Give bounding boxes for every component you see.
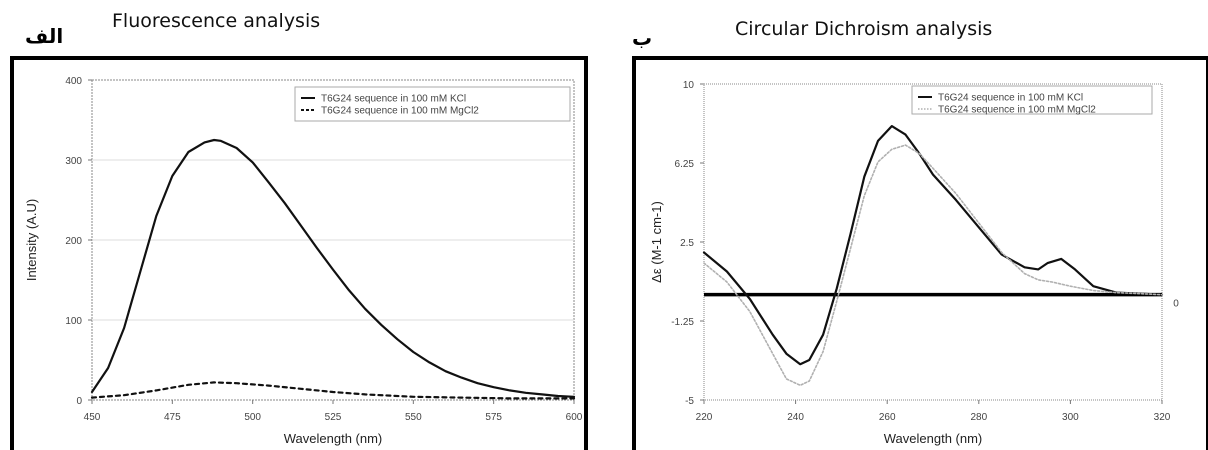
y-tick-label: 2.5: [680, 238, 694, 249]
x-tick-label: 475: [164, 412, 181, 423]
legend-box: [294, 86, 571, 122]
series-line-2: [703, 144, 1163, 387]
y-tick-label: 10: [683, 80, 695, 91]
x-tick-label: 550: [405, 412, 422, 423]
x-tick-label: 450: [84, 412, 101, 423]
legend-label-2: T6G24 sequence in 100 mM MgCl2: [321, 106, 479, 117]
y-tick-label: 400: [65, 76, 82, 87]
y-axis-label: Intensity (A.U): [24, 199, 39, 281]
panel-a-letter: الف: [25, 24, 64, 48]
legend-label-2: T6G24 sequence in 100 mM MgCl2: [938, 105, 1096, 116]
y-tick-label: 6.25: [675, 159, 695, 170]
x-axis-label: Wavelength (nm): [884, 431, 983, 446]
legend-label-1: T6G24 sequence in 100 mM KCl: [321, 94, 466, 105]
chart-frame: [632, 56, 1208, 450]
y-axis-label: Δε (M-1 cm-1): [649, 201, 664, 283]
x-tick-label: 280: [970, 412, 987, 423]
x-tick-label: 525: [325, 412, 342, 423]
series-line-2: [90, 381, 576, 400]
x-tick-label: 500: [244, 412, 261, 423]
y-tick-label: -5: [685, 396, 694, 407]
panel-b-title: Circular Dichroism analysis: [735, 18, 993, 40]
x-tick-label: 240: [787, 412, 804, 423]
x-tick-label: 220: [696, 412, 713, 423]
chart-frame: [10, 56, 588, 450]
x-tick-label: 575: [485, 412, 502, 423]
x-tick-label: 600: [566, 412, 583, 423]
series-line-1: [90, 138, 576, 398]
panel-b-letter: ب: [632, 26, 653, 50]
y-tick-label: 300: [65, 156, 82, 167]
right-axis-tick-label: 0: [1173, 299, 1179, 310]
plot-area: [703, 83, 1163, 401]
series-line-1: [702, 125, 1164, 366]
y-tick-label: 200: [65, 236, 82, 247]
x-axis-label: Wavelength (nm): [284, 431, 383, 446]
x-tick-label: 300: [1062, 412, 1079, 423]
legend-box: [911, 85, 1153, 115]
legend-label-1: T6G24 sequence in 100 mM KCl: [938, 93, 1083, 104]
y-tick-label: -1.25: [671, 317, 694, 328]
y-tick-label: 0: [76, 396, 82, 407]
panel-a-title: Fluorescence analysis: [112, 10, 321, 32]
x-tick-label: 260: [879, 412, 896, 423]
y-tick-label: 100: [65, 316, 82, 327]
x-tick-label: 320: [1154, 412, 1171, 423]
